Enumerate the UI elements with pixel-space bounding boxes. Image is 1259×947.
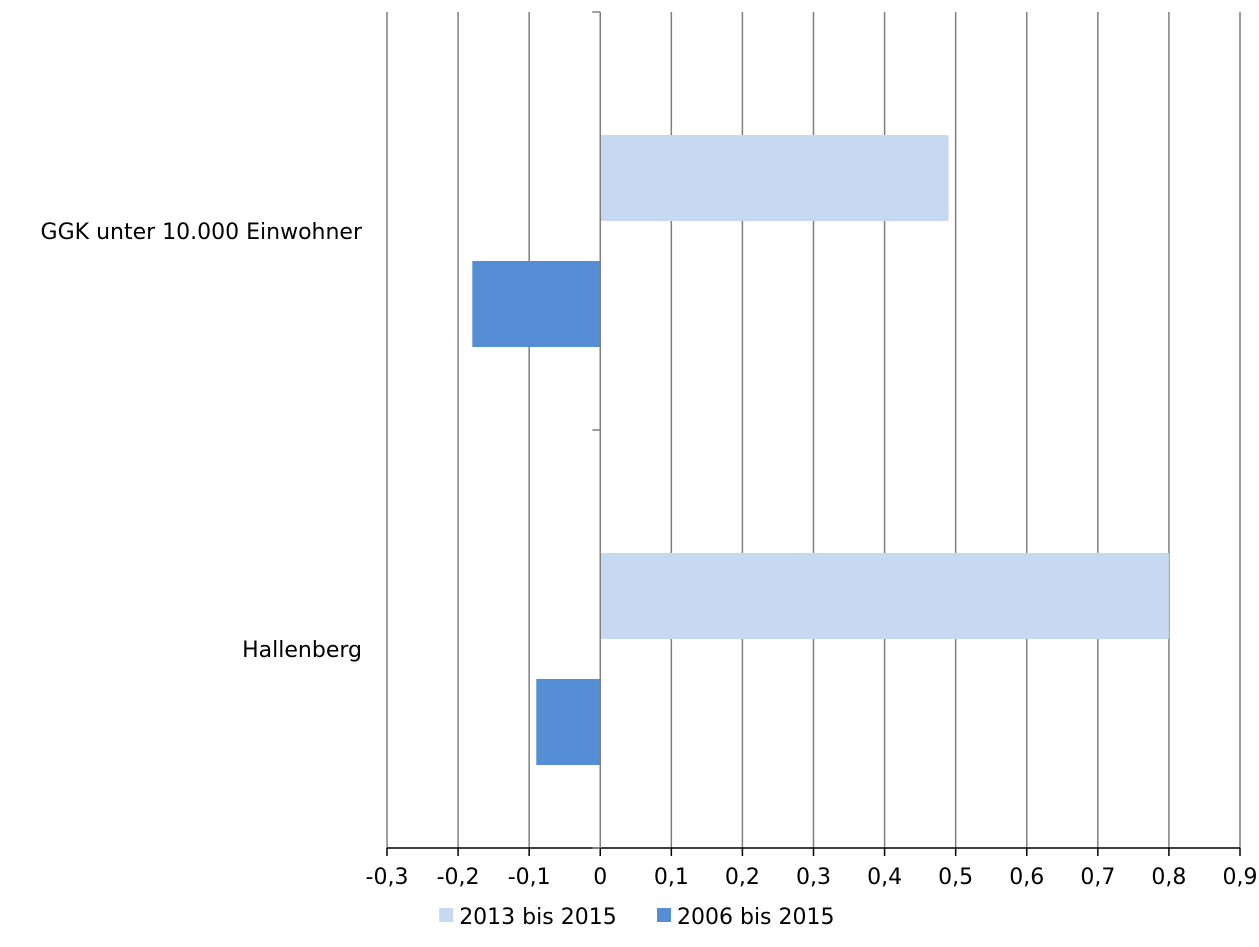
x-tick-label: 0 <box>593 865 607 890</box>
category-label: Hallenberg <box>242 638 362 663</box>
legend-swatch <box>439 908 454 922</box>
bar-series-1 <box>600 553 1169 639</box>
x-tick-label: 0,3 <box>796 865 831 890</box>
legend-swatch <box>657 908 671 922</box>
bar-series-2 <box>536 679 601 765</box>
category-label: GGK unter 10.000 Einwohner <box>41 220 363 245</box>
legend: 2013 bis 2015 2006 bis 2015 <box>439 905 835 930</box>
category-labels: GGK unter 10.000 Einwohner Hallenberg <box>41 220 363 663</box>
x-tick-label: 0,4 <box>867 865 902 890</box>
x-tick-label: 0,7 <box>1080 865 1115 890</box>
x-tick-label: -0,1 <box>508 865 551 890</box>
x-tick-label: 0,9 <box>1223 865 1258 890</box>
axes <box>386 11 1241 856</box>
bar-series-1 <box>600 135 949 221</box>
x-tick-label: 0,6 <box>1009 865 1044 890</box>
bars <box>472 135 1169 765</box>
x-tick-label: 0,2 <box>725 865 760 890</box>
x-tick-label: 0,1 <box>654 865 689 890</box>
x-tick-label: 0,5 <box>938 865 973 890</box>
legend-label: 2006 bis 2015 <box>677 905 835 930</box>
x-tick-label: -0,3 <box>366 865 409 890</box>
x-tick-label: 0,8 <box>1151 865 1186 890</box>
bar-series-2 <box>472 261 601 347</box>
x-tick-labels: -0,3 -0,2 -0,1 0 0,1 0,2 0,3 0,4 0,5 0,6 0,7 0,8 0,9 <box>366 865 1258 890</box>
x-tick-label: -0,2 <box>437 865 480 890</box>
legend-label: 2013 bis 2015 <box>459 905 617 930</box>
